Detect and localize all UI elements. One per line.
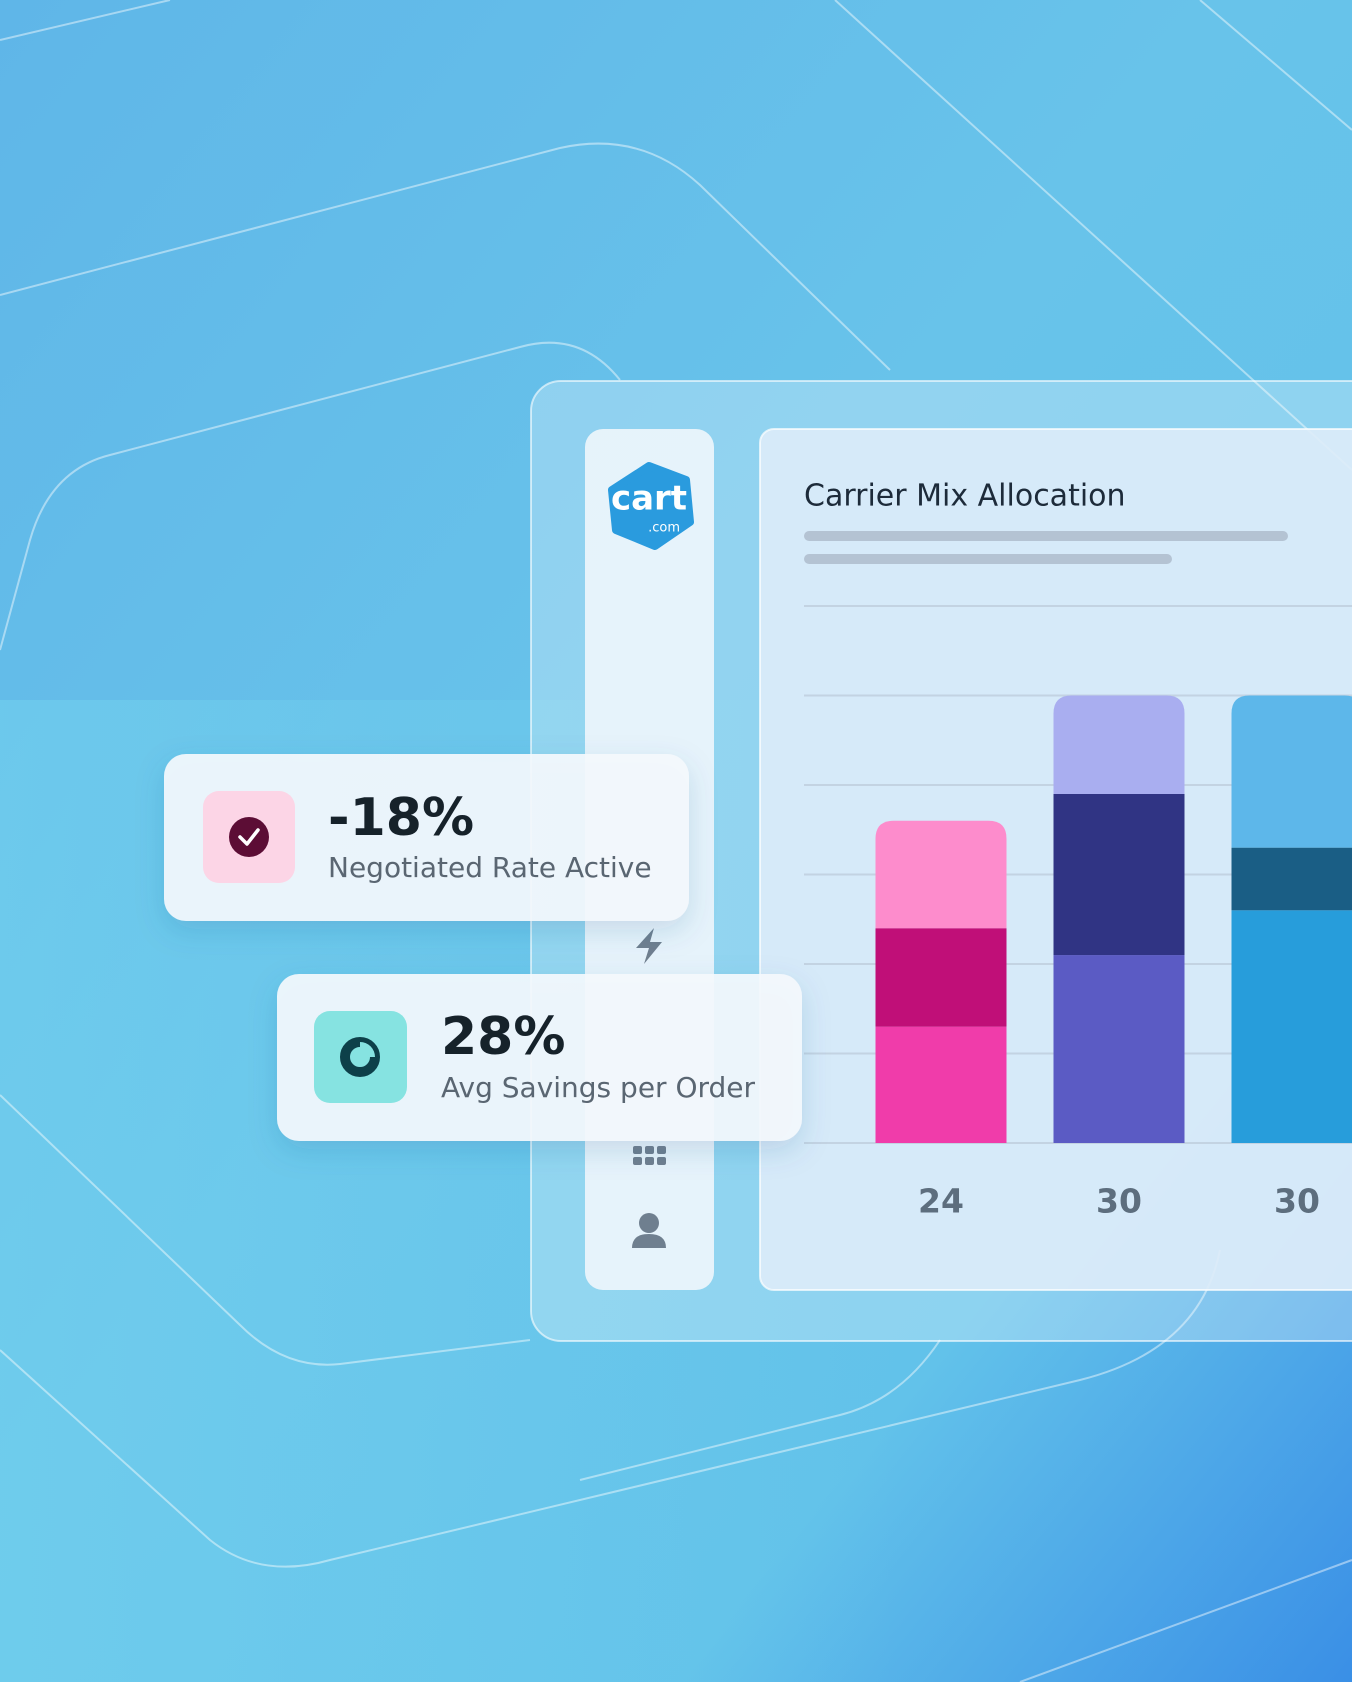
deco-line bbox=[1199, 0, 1352, 131]
bar-segment bbox=[875, 928, 1007, 1027]
deco-line bbox=[0, 1249, 1221, 1568]
logo-suffix: .com bbox=[648, 521, 680, 536]
card-icon-check bbox=[229, 817, 269, 857]
x-tick-label: 24 bbox=[918, 1182, 964, 1221]
deco-line bbox=[0, 1094, 531, 1366]
card-background bbox=[277, 974, 802, 1141]
chart-title: Carrier Mix Allocation bbox=[804, 479, 1126, 514]
placeholder-line bbox=[804, 531, 1288, 541]
bar-segment bbox=[1053, 793, 1185, 956]
deco-line bbox=[834, 0, 1352, 471]
deco-line bbox=[1019, 1559, 1352, 1682]
bar-segment bbox=[875, 820, 1007, 929]
logo-word: cart bbox=[611, 479, 687, 519]
bar-segment bbox=[1053, 695, 1185, 794]
card: -18% Negotiated Rate Active bbox=[164, 754, 689, 921]
nav-icon-apps[interactable] bbox=[633, 1146, 666, 1165]
deco-line bbox=[0, 341, 621, 651]
deco-line bbox=[579, 1339, 941, 1481]
bar-segment bbox=[1231, 695, 1352, 848]
bar-segment bbox=[875, 1026, 1007, 1143]
card-label: Avg Savings per Order bbox=[441, 1071, 756, 1104]
bar-segment bbox=[1231, 847, 1352, 911]
card-icon-tick bbox=[238, 828, 260, 846]
x-tick-label: 30 bbox=[1096, 1182, 1142, 1221]
sidebar-logo: cart .com bbox=[608, 462, 694, 550]
card-value: -18% bbox=[328, 788, 474, 848]
bar-segment bbox=[1231, 910, 1352, 1143]
nav-icon-user[interactable] bbox=[632, 1213, 666, 1248]
x-tick-label: 30 bbox=[1274, 1182, 1320, 1221]
card-label: Negotiated Rate Active bbox=[328, 851, 652, 884]
plot-area: 24 30 30 bbox=[804, 605, 1352, 1221]
card: 28% Avg Savings per Order bbox=[277, 974, 802, 1141]
logo-badge bbox=[608, 462, 694, 550]
nav-icon-bolt[interactable] bbox=[636, 928, 662, 964]
placeholder-line bbox=[804, 554, 1172, 564]
deco-line bbox=[0, 0, 171, 41]
card-background bbox=[164, 754, 689, 921]
card-value: 28% bbox=[441, 1007, 565, 1067]
card-icon-slice bbox=[360, 1042, 375, 1057]
deco-line bbox=[0, 142, 891, 371]
bar-segment bbox=[1053, 955, 1185, 1143]
